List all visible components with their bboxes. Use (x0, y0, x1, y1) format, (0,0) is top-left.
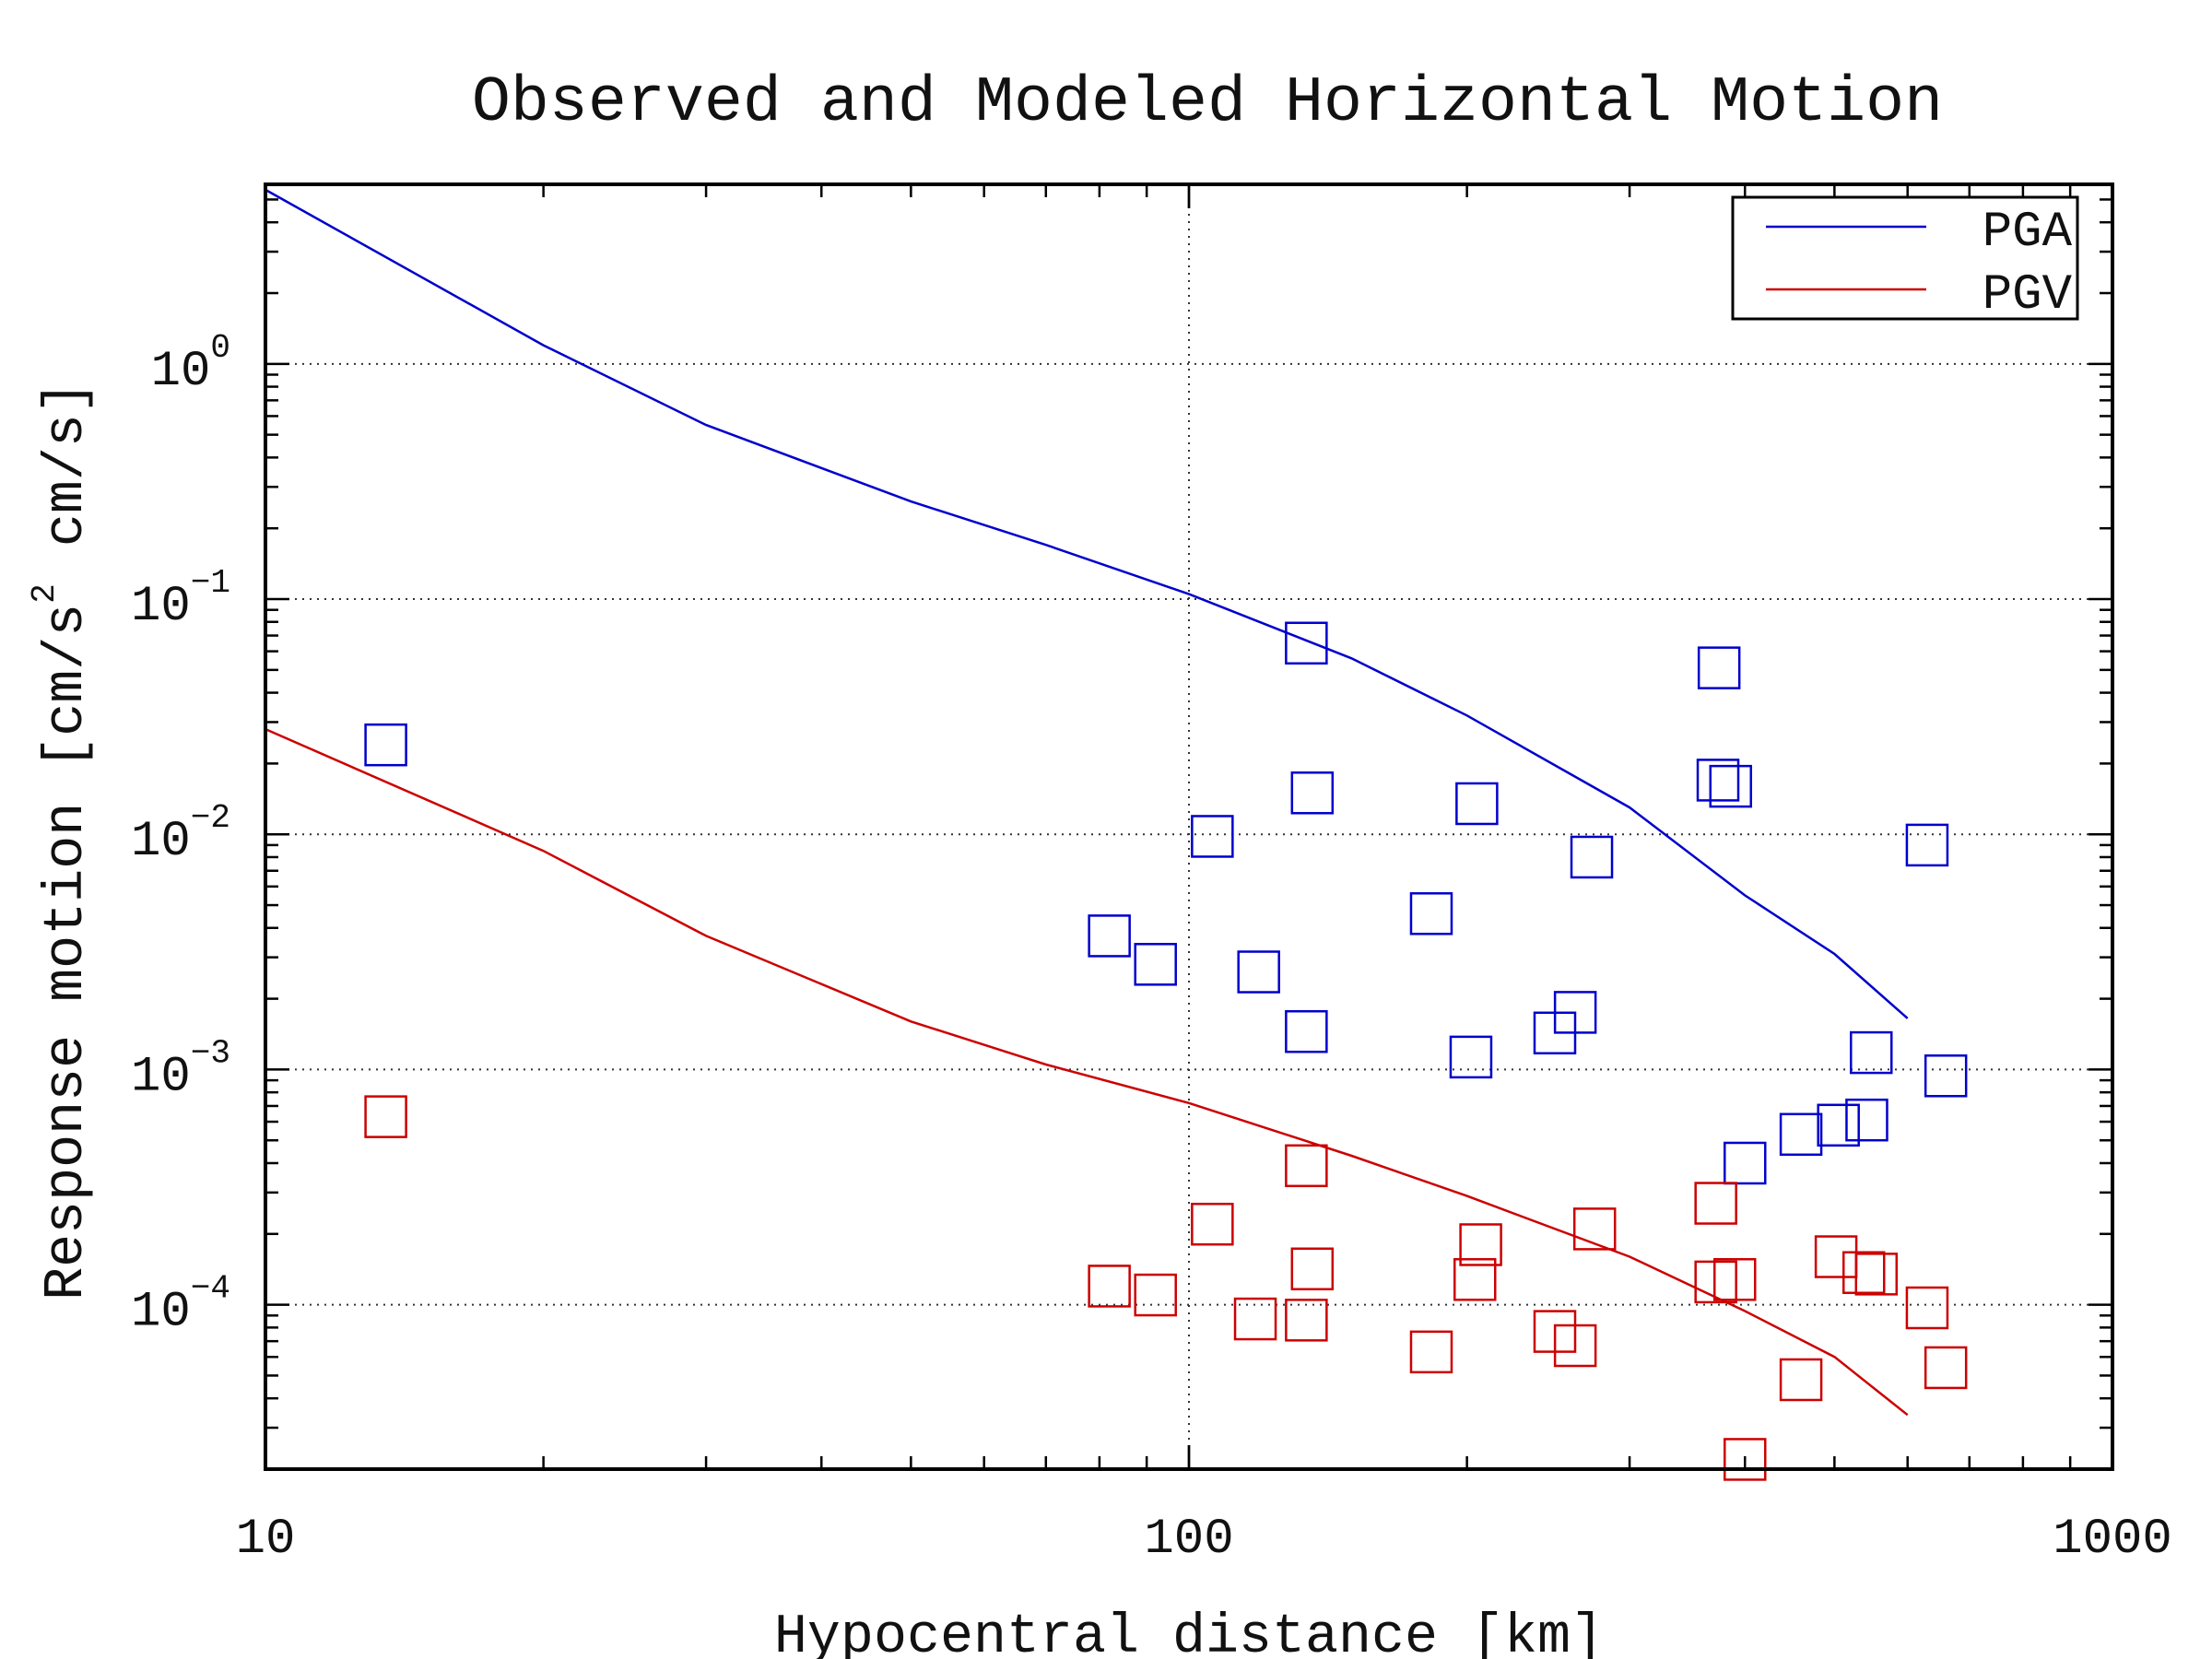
chart-title: Observed and Modeled Horizontal Motion (472, 67, 1943, 140)
y-tick-labels: 100 10−1 10−2 10−3 10−4 (131, 329, 230, 1341)
legend-pgv-label: PGV (1983, 267, 2073, 324)
data-point-blue (1409, 892, 1453, 935)
data-point-blue (1455, 782, 1499, 826)
series-line-pga (265, 188, 1909, 1019)
y-tick-label: 10−1 (131, 564, 230, 635)
data-point-blue (364, 723, 407, 767)
data-point-red (1905, 1286, 1949, 1330)
data-point-red (1572, 1207, 1617, 1251)
x-axis-label: Hypocentral distance [km] (774, 1606, 1604, 1659)
data-point-blue (1533, 1011, 1577, 1055)
legend-pga-label: PGA (1983, 205, 2073, 261)
data-point-red (1285, 1299, 1328, 1342)
data-point-red (1233, 1297, 1277, 1341)
data-point-blue (1449, 1035, 1493, 1079)
data-point-red (1285, 1144, 1328, 1188)
data-point-blue (1191, 815, 1234, 858)
data-point-blue (1570, 835, 1614, 879)
y-tick-label: 100 (151, 329, 230, 400)
data-point-blue (1817, 1103, 1860, 1147)
y-tick-label: 10−3 (131, 1034, 230, 1105)
y-axis-label-exponent: 2 (26, 583, 64, 604)
data-point-blue (1709, 764, 1753, 808)
data-point-red (1088, 1265, 1131, 1308)
plot-frame (264, 182, 2114, 1471)
data-point-red (1459, 1223, 1502, 1266)
x-tick-label: 1000 (2053, 1512, 2172, 1568)
y-axis-label: Response motion [cm/s2 cm/s] (26, 381, 99, 1300)
data-point-red (1694, 1182, 1737, 1225)
data-point-blue (1779, 1112, 1823, 1157)
data-point-blue (1905, 823, 1949, 867)
legend: PGA PGV (1731, 195, 2079, 324)
data-point-blue (1134, 943, 1177, 986)
data-point-red (1290, 1247, 1335, 1291)
legend-box (1731, 195, 2079, 321)
data-point-blue (1724, 1141, 1767, 1185)
series-line-pgv (265, 727, 1909, 1417)
data-point-red (1924, 1346, 1968, 1390)
data-point-red (1779, 1358, 1823, 1402)
data-point-blue (1696, 759, 1740, 802)
axis-ticks (264, 184, 2114, 1471)
data-point-red (1134, 1273, 1177, 1317)
data-point-blue (1850, 1030, 1893, 1075)
data-point-red (1814, 1235, 1858, 1278)
y-tick-label: 10−2 (131, 799, 230, 870)
data-point-blue (1285, 621, 1328, 665)
y-tick-label: 10−4 (131, 1270, 230, 1341)
data-point-red (364, 1095, 407, 1138)
data-point-red (1724, 1438, 1767, 1481)
data-point-blue (1845, 1098, 1888, 1142)
data-point-blue (1237, 950, 1280, 994)
data-point-blue (1285, 1009, 1328, 1053)
x-tick-labels: 10 100 1000 (236, 1512, 2172, 1568)
data-point-red (1453, 1258, 1497, 1301)
data-point-red (1191, 1202, 1234, 1246)
data-point-red (1553, 1324, 1597, 1368)
x-tick-label: 100 (1144, 1512, 1233, 1568)
data-point-red (1712, 1258, 1757, 1301)
plot-series (265, 188, 1968, 1481)
data-point-blue (1290, 771, 1335, 815)
data-point-red (1694, 1260, 1737, 1304)
y-axis-label-tail: cm/s] (36, 381, 99, 547)
data-point-red (1409, 1330, 1453, 1374)
y-axis-label-main: Response motion [cm/s (36, 604, 99, 1300)
data-point-blue (1697, 646, 1741, 689)
data-point-red (1854, 1253, 1899, 1296)
data-point-blue (1924, 1054, 1968, 1098)
x-tick-label: 10 (236, 1512, 296, 1568)
data-point-blue (1088, 914, 1131, 958)
grid-lines (265, 184, 2112, 1469)
data-point-red (1841, 1251, 1886, 1294)
